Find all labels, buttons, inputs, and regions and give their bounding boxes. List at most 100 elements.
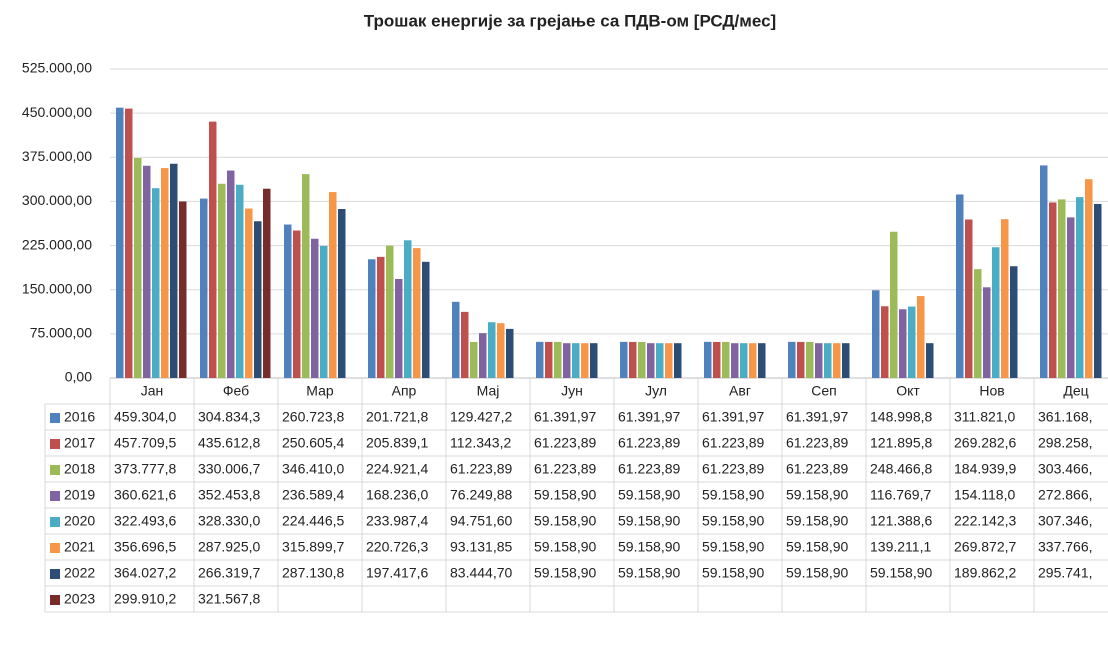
bar — [647, 343, 655, 378]
bar — [629, 341, 637, 378]
table-cell: 61.223,89 — [786, 461, 848, 477]
bar — [386, 245, 394, 378]
bar — [461, 311, 469, 378]
legend-swatch — [50, 465, 60, 475]
bar — [806, 341, 814, 378]
table-cell: 224.446,5 — [282, 513, 344, 529]
table-cell: 168.236,0 — [366, 487, 428, 503]
table-cell: 61.391,97 — [618, 409, 680, 425]
table-cell: 373.777,8 — [114, 461, 176, 477]
bar — [704, 341, 712, 378]
y-tick-label: 0,00 — [65, 369, 92, 385]
table-cell: 233.987,4 — [366, 513, 428, 529]
x-tick-label: Јул — [645, 383, 667, 399]
bar — [227, 170, 235, 378]
table-cell: 59.158,90 — [870, 565, 932, 581]
x-tick-label: Нов — [979, 383, 1004, 399]
bar — [506, 328, 514, 378]
bar — [254, 221, 262, 378]
table-cell: 269.872,7 — [954, 539, 1016, 555]
table-cell: 112.343,2 — [450, 435, 511, 451]
bar — [143, 165, 151, 378]
bar — [1040, 165, 1048, 378]
legend-label: 2016 — [64, 409, 95, 425]
x-tick-label: Дец — [1063, 383, 1088, 399]
bar — [590, 343, 598, 378]
bar — [134, 158, 142, 378]
legend-swatch — [50, 595, 60, 605]
bar — [674, 343, 682, 378]
table-cell: 61.223,89 — [786, 435, 848, 451]
bar — [497, 323, 505, 378]
x-tick-label: Мар — [306, 383, 334, 399]
y-tick-label: 375.000,00 — [22, 148, 92, 164]
x-tick-label: Јун — [561, 383, 583, 399]
table-cell: 328.330,0 — [198, 513, 260, 529]
bar — [368, 259, 376, 378]
bar — [563, 343, 571, 378]
bar — [479, 333, 487, 378]
table-cell: 59.158,90 — [702, 513, 764, 529]
bar — [956, 194, 964, 378]
table-cell: 61.391,97 — [702, 409, 764, 425]
bar — [377, 256, 385, 378]
table-cell: 248.466,8 — [870, 461, 932, 477]
bar — [170, 163, 178, 378]
bar — [965, 219, 973, 378]
legend-label: 2017 — [64, 435, 95, 451]
bar — [740, 343, 748, 378]
bar — [284, 224, 292, 378]
table-cell: 260.723,8 — [282, 409, 344, 425]
legend-label: 2023 — [64, 591, 95, 607]
bar — [200, 198, 208, 378]
table-cell: 93.131,85 — [450, 539, 512, 555]
legend-label: 2021 — [64, 539, 95, 555]
table-cell: 287.925,0 — [198, 539, 260, 555]
bar — [404, 240, 412, 378]
table-cell: 184.939,9 — [954, 461, 1016, 477]
table-cell: 269.282,6 — [954, 435, 1016, 451]
table-cell: 337.766, — [1038, 539, 1093, 555]
bar — [452, 301, 460, 378]
table-cell: 61.391,97 — [534, 409, 596, 425]
x-tick-label: Феб — [223, 383, 249, 399]
bar — [1085, 179, 1093, 378]
bar — [581, 343, 589, 378]
table-cell: 197.417,6 — [366, 565, 428, 581]
legend-label: 2022 — [64, 565, 95, 581]
table-cell: 272.866, — [1038, 487, 1093, 503]
bar — [881, 306, 889, 378]
legend-swatch — [50, 413, 60, 423]
table-cell: 148.998,8 — [870, 409, 932, 425]
x-tick-label: Мај — [477, 383, 500, 399]
bar — [470, 341, 478, 378]
bar — [1067, 217, 1075, 378]
y-tick-label: 300.000,00 — [22, 192, 92, 208]
x-tick-label: Сеп — [811, 383, 836, 399]
table-cell: 361.168, — [1038, 409, 1093, 425]
bar — [209, 121, 217, 378]
bar — [545, 341, 553, 378]
bar — [125, 108, 133, 379]
table-cell: 59.158,90 — [618, 565, 680, 581]
table-cell: 457.709,5 — [114, 435, 176, 451]
bar — [152, 188, 160, 378]
bar — [665, 343, 673, 378]
bar — [872, 290, 880, 378]
table-cell: 61.223,89 — [702, 435, 764, 451]
bar — [788, 341, 796, 378]
table-cell: 121.388,6 — [870, 513, 932, 529]
table-cell: 330.006,7 — [198, 461, 260, 477]
table-cell: 189.862,2 — [954, 565, 1016, 581]
bar — [917, 296, 925, 378]
table-cell: 224.921,4 — [366, 461, 428, 477]
legend-label: 2020 — [64, 513, 95, 529]
bar — [338, 209, 346, 378]
table-cell: 129.427,2 — [450, 409, 512, 425]
bar — [656, 343, 664, 378]
table-cell: 59.158,90 — [702, 487, 764, 503]
bar — [395, 278, 403, 378]
table-cell: 59.158,90 — [618, 513, 680, 529]
bar — [638, 341, 646, 378]
table-cell: 321.567,8 — [198, 591, 260, 607]
